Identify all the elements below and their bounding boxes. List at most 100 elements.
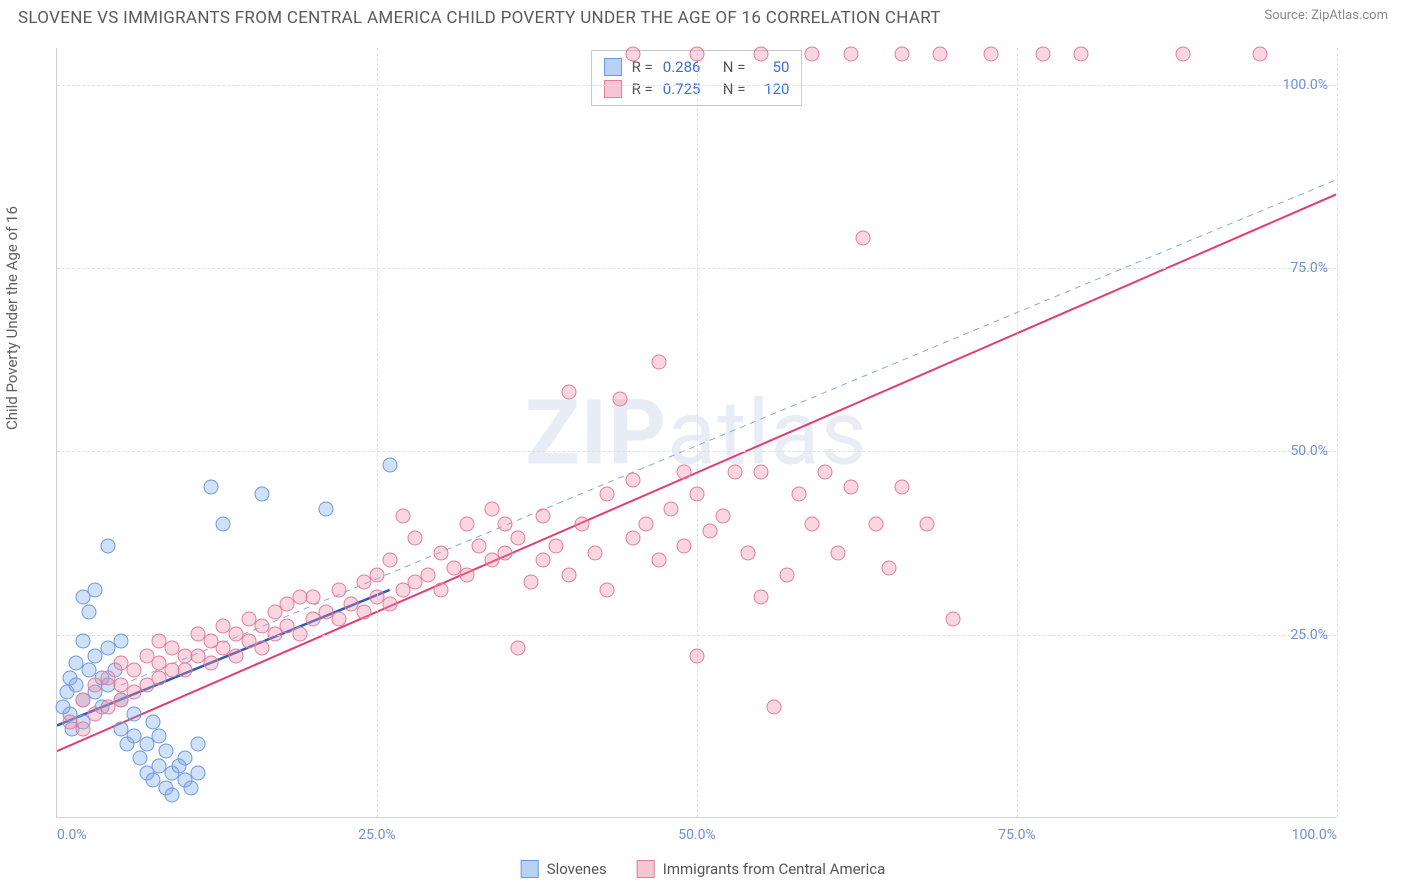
- data-point: [293, 626, 308, 641]
- legend-item: Immigrants from Central America: [637, 860, 886, 878]
- data-point: [869, 516, 884, 531]
- legend-swatch: [521, 860, 539, 878]
- gridline-v: [1017, 48, 1018, 817]
- data-point: [370, 568, 385, 583]
- n-label: N =: [723, 78, 746, 100]
- data-point: [318, 502, 333, 517]
- x-tick-label: 25.0%: [358, 827, 396, 843]
- data-point: [190, 766, 205, 781]
- data-point: [190, 736, 205, 751]
- source-label: Source: ZipAtlas.com: [1264, 8, 1388, 23]
- data-point: [779, 568, 794, 583]
- data-point: [613, 392, 628, 407]
- legend-item: Slovenes: [521, 860, 607, 878]
- x-tick-label: 50.0%: [678, 827, 716, 843]
- gridline-v: [377, 48, 378, 817]
- r-label: R =: [632, 78, 653, 100]
- data-point: [331, 582, 346, 597]
- data-point: [741, 546, 756, 561]
- data-point: [626, 472, 641, 487]
- data-point: [1074, 47, 1089, 62]
- legend-label: Slovenes: [547, 860, 607, 878]
- data-point: [75, 722, 90, 737]
- data-point: [382, 553, 397, 568]
- data-point: [754, 465, 769, 480]
- data-point: [549, 538, 564, 553]
- data-point: [395, 509, 410, 524]
- data-point: [510, 641, 525, 656]
- data-point: [882, 560, 897, 575]
- y-axis-label: Child Poverty Under the Age of 16: [3, 206, 21, 430]
- data-point: [856, 230, 871, 245]
- data-point: [382, 597, 397, 612]
- data-point: [165, 788, 180, 803]
- gridline-v: [1337, 48, 1338, 817]
- y-tick-label: 50.0%: [1290, 443, 1328, 459]
- y-tick-label: 100.0%: [1283, 77, 1328, 93]
- data-point: [984, 47, 999, 62]
- x-tick-label: 0.0%: [57, 827, 87, 843]
- data-point: [88, 582, 103, 597]
- data-point: [933, 47, 948, 62]
- data-point: [114, 634, 129, 649]
- data-point: [651, 355, 666, 370]
- data-point: [715, 509, 730, 524]
- legend-swatch: [637, 860, 655, 878]
- data-point: [82, 604, 97, 619]
- data-point: [203, 656, 218, 671]
- data-point: [331, 612, 346, 627]
- r-value: 0.725: [663, 78, 713, 100]
- data-point: [805, 47, 820, 62]
- data-point: [485, 502, 500, 517]
- data-point: [677, 465, 692, 480]
- chart-title: SLOVENE VS IMMIGRANTS FROM CENTRAL AMERI…: [18, 8, 941, 28]
- data-point: [946, 612, 961, 627]
- data-point: [702, 524, 717, 539]
- data-point: [754, 47, 769, 62]
- data-point: [382, 458, 397, 473]
- data-point: [152, 729, 167, 744]
- data-point: [626, 531, 641, 546]
- data-point: [178, 751, 193, 766]
- data-point: [184, 780, 199, 795]
- data-point: [75, 634, 90, 649]
- data-point: [434, 546, 449, 561]
- data-point: [75, 590, 90, 605]
- reference-line: [121, 180, 1336, 685]
- data-point: [498, 516, 513, 531]
- scatter-chart: ZIPatlas R = 0.286 N = 50 R = 0.725 N = …: [56, 48, 1336, 818]
- data-point: [894, 480, 909, 495]
- legend-label: Immigrants from Central America: [663, 860, 886, 878]
- data-point: [1035, 47, 1050, 62]
- n-label: N =: [723, 56, 746, 78]
- data-point: [75, 692, 90, 707]
- data-point: [133, 751, 148, 766]
- data-point: [626, 47, 641, 62]
- data-point: [421, 568, 436, 583]
- data-point: [69, 678, 84, 693]
- data-point: [690, 648, 705, 663]
- y-tick-label: 25.0%: [1290, 627, 1328, 643]
- data-point: [830, 546, 845, 561]
- data-point: [459, 516, 474, 531]
- data-point: [254, 641, 269, 656]
- data-point: [766, 700, 781, 715]
- data-point: [638, 516, 653, 531]
- data-point: [158, 744, 173, 759]
- r-value: 0.286: [663, 56, 713, 78]
- data-point: [1176, 47, 1191, 62]
- data-point: [178, 663, 193, 678]
- data-point: [408, 531, 423, 546]
- data-point: [229, 648, 244, 663]
- data-point: [818, 465, 833, 480]
- data-point: [690, 47, 705, 62]
- data-point: [587, 546, 602, 561]
- data-point: [792, 487, 807, 502]
- data-point: [843, 480, 858, 495]
- data-point: [562, 568, 577, 583]
- y-tick-label: 75.0%: [1290, 260, 1328, 276]
- x-tick-label: 100.0%: [1292, 827, 1337, 843]
- data-point: [664, 502, 679, 517]
- x-tick-label: 75.0%: [998, 827, 1036, 843]
- data-point: [1253, 47, 1268, 62]
